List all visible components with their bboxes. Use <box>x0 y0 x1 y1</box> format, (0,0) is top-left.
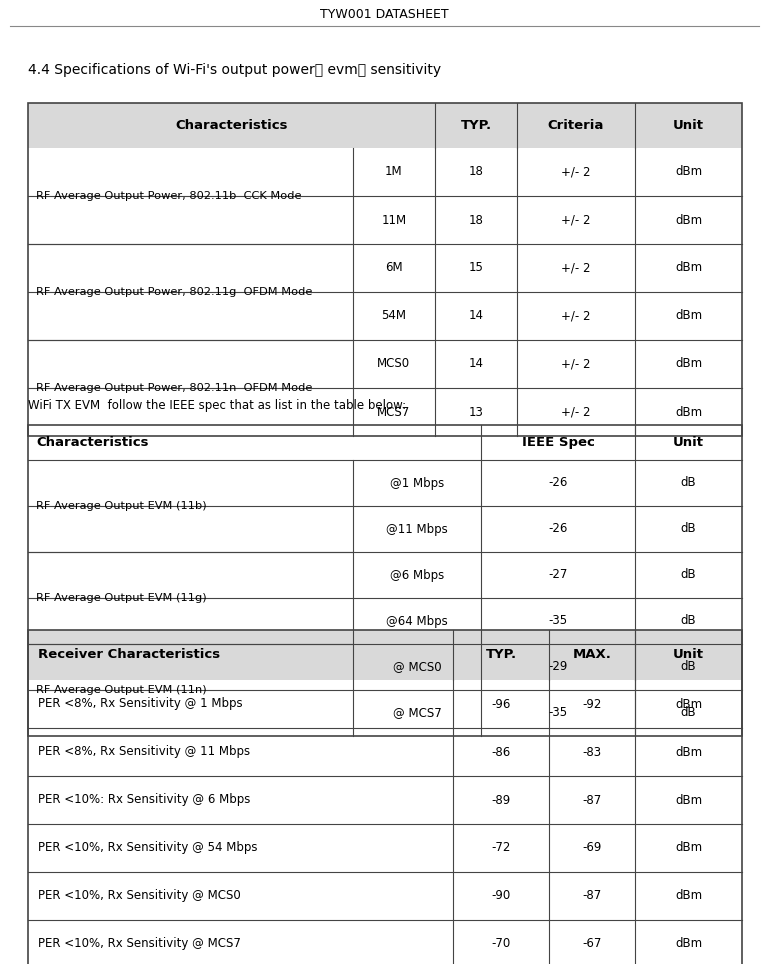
Text: -26: -26 <box>548 522 568 535</box>
Text: MCS7: MCS7 <box>378 406 411 418</box>
Text: -92: -92 <box>582 698 602 710</box>
Text: -96: -96 <box>491 698 511 710</box>
Text: IEEE Spec: IEEE Spec <box>521 436 594 449</box>
Text: dB: dB <box>681 476 696 490</box>
Text: dBm: dBm <box>675 406 702 418</box>
Text: dBm: dBm <box>675 213 702 227</box>
Text: -72: -72 <box>491 842 511 854</box>
Text: @ MCS0: @ MCS0 <box>393 660 441 674</box>
Text: @6 Mbps: @6 Mbps <box>390 569 444 581</box>
Text: dBm: dBm <box>675 842 702 854</box>
Text: -70: -70 <box>491 938 511 951</box>
Text: PER <8%, Rx Sensitivity @ 1 Mbps: PER <8%, Rx Sensitivity @ 1 Mbps <box>38 698 243 710</box>
Text: PER <10%: Rx Sensitivity @ 6 Mbps: PER <10%: Rx Sensitivity @ 6 Mbps <box>38 793 251 807</box>
Text: PER <10%, Rx Sensitivity @ MCS7: PER <10%, Rx Sensitivity @ MCS7 <box>38 938 241 951</box>
Text: dBm: dBm <box>675 261 702 275</box>
Text: TYW001 DATASHEET: TYW001 DATASHEET <box>320 8 449 20</box>
Text: +/- 2: +/- 2 <box>561 406 591 418</box>
Text: -86: -86 <box>491 745 511 759</box>
Text: WiFi TX EVM  follow the IEEE spec that as list in the table below:: WiFi TX EVM follow the IEEE spec that as… <box>28 398 406 412</box>
Text: -87: -87 <box>582 793 601 807</box>
Text: Criteria: Criteria <box>548 119 604 132</box>
Text: +/- 2: +/- 2 <box>561 166 591 178</box>
Text: dB: dB <box>681 614 696 628</box>
Text: MAX.: MAX. <box>573 649 611 661</box>
Text: dBm: dBm <box>675 309 702 323</box>
Text: 11M: 11M <box>381 213 407 227</box>
Text: -35: -35 <box>548 707 568 719</box>
Text: RF Average Output Power, 802.11b  CCK Mode: RF Average Output Power, 802.11b CCK Mod… <box>36 191 301 201</box>
Text: -83: -83 <box>582 745 601 759</box>
Text: @1 Mbps: @1 Mbps <box>390 476 444 490</box>
Text: -35: -35 <box>548 614 568 628</box>
Text: dB: dB <box>681 660 696 674</box>
Bar <box>28 630 742 680</box>
Text: 15: 15 <box>468 261 484 275</box>
Text: Characteristics: Characteristics <box>36 436 148 449</box>
Bar <box>28 103 742 436</box>
Text: 13: 13 <box>468 406 484 418</box>
Text: PER <10%, Rx Sensitivity @ MCS0: PER <10%, Rx Sensitivity @ MCS0 <box>38 890 241 902</box>
Text: RF Average Output Power, 802.11g  OFDM Mode: RF Average Output Power, 802.11g OFDM Mo… <box>36 287 312 297</box>
Text: dBm: dBm <box>675 698 702 710</box>
Text: PER <10%, Rx Sensitivity @ 54 Mbps: PER <10%, Rx Sensitivity @ 54 Mbps <box>38 842 258 854</box>
Text: 18: 18 <box>468 213 484 227</box>
Text: RF Average Output EVM (11b): RF Average Output EVM (11b) <box>36 501 207 511</box>
Text: 1M: 1M <box>385 166 403 178</box>
Text: RF Average Output EVM (11g): RF Average Output EVM (11g) <box>36 593 207 603</box>
Text: +/- 2: +/- 2 <box>561 309 591 323</box>
Text: +/- 2: +/- 2 <box>561 358 591 370</box>
Text: @64 Mbps: @64 Mbps <box>386 614 448 628</box>
Text: TYP.: TYP. <box>461 119 491 132</box>
Text: TYP.: TYP. <box>485 649 517 661</box>
Text: 14: 14 <box>468 309 484 323</box>
Text: -90: -90 <box>491 890 511 902</box>
Text: -67: -67 <box>582 938 602 951</box>
Text: -69: -69 <box>582 842 602 854</box>
Text: dBm: dBm <box>675 166 702 178</box>
Text: MCS0: MCS0 <box>378 358 411 370</box>
Text: dBm: dBm <box>675 938 702 951</box>
Text: 54M: 54M <box>381 309 407 323</box>
Text: 14: 14 <box>468 358 484 370</box>
Bar <box>28 103 742 148</box>
Bar <box>28 630 742 964</box>
Text: @ MCS7: @ MCS7 <box>393 707 441 719</box>
Text: Unit: Unit <box>673 649 704 661</box>
Text: +/- 2: +/- 2 <box>561 261 591 275</box>
Text: Receiver Characteristics: Receiver Characteristics <box>38 649 220 661</box>
Text: @11 Mbps: @11 Mbps <box>386 522 448 535</box>
Text: 18: 18 <box>468 166 484 178</box>
Text: -27: -27 <box>548 569 568 581</box>
Text: dB: dB <box>681 522 696 535</box>
Text: Characteristics: Characteristics <box>175 119 288 132</box>
Text: -87: -87 <box>582 890 601 902</box>
Text: dBm: dBm <box>675 890 702 902</box>
Text: Unit: Unit <box>673 436 704 449</box>
Text: Unit: Unit <box>673 119 704 132</box>
Text: dBm: dBm <box>675 793 702 807</box>
Text: -26: -26 <box>548 476 568 490</box>
Text: -29: -29 <box>548 660 568 674</box>
Text: dB: dB <box>681 707 696 719</box>
Text: PER <8%, Rx Sensitivity @ 11 Mbps: PER <8%, Rx Sensitivity @ 11 Mbps <box>38 745 250 759</box>
Text: dB: dB <box>681 569 696 581</box>
Text: dBm: dBm <box>675 745 702 759</box>
Text: 4.4 Specifications of Wi-Fi's output power、 evm、 sensitivity: 4.4 Specifications of Wi-Fi's output pow… <box>28 63 441 77</box>
Bar <box>28 425 742 736</box>
Text: dBm: dBm <box>675 358 702 370</box>
Text: +/- 2: +/- 2 <box>561 213 591 227</box>
Text: -89: -89 <box>491 793 511 807</box>
Text: 6M: 6M <box>385 261 403 275</box>
Text: RF Average Output EVM (11n): RF Average Output EVM (11n) <box>36 685 207 695</box>
Text: RF Average Output Power, 802.11n  OFDM Mode: RF Average Output Power, 802.11n OFDM Mo… <box>36 383 312 393</box>
